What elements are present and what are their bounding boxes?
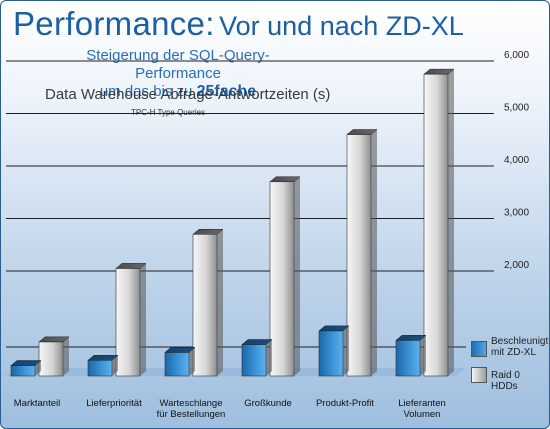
bar-zdxl-side xyxy=(420,335,426,376)
bar-zdxl-side xyxy=(189,347,195,376)
y-tick-label: 2,000 xyxy=(504,260,529,271)
title-sub: Vor und nach ZD-XL xyxy=(219,11,464,41)
bar-zdxl xyxy=(241,339,273,377)
bar-zdxl-front xyxy=(10,365,36,377)
bar-zdxl-front xyxy=(87,359,113,377)
bar-raid-front xyxy=(192,233,218,377)
subtitle-line2: um das bis zu 25fache xyxy=(53,83,303,101)
bar-zdxl-top xyxy=(241,339,273,345)
y-tick-label: 3,000 xyxy=(504,208,529,219)
title-main: Performance: xyxy=(13,5,215,42)
bar-zdxl-front xyxy=(395,339,421,377)
bar-zdxl-side xyxy=(112,355,118,376)
bar-zdxl-side xyxy=(266,339,272,376)
bar-raid xyxy=(38,336,70,377)
bar-raid xyxy=(192,229,224,377)
bar-zdxl-front xyxy=(318,330,344,377)
subtitle-line2-prefix: um das bis zu xyxy=(99,83,193,100)
legend-zdxl-line1: Beschleunigt xyxy=(491,336,549,347)
bar-zdxl-top xyxy=(164,347,196,353)
bar-zdxl-top xyxy=(10,360,42,366)
bar-zdxl xyxy=(164,347,196,377)
bar-zdxl-top xyxy=(395,335,427,341)
chart-title: Performance: Vor und nach ZD-XL xyxy=(13,5,464,43)
bar-raid xyxy=(346,129,378,377)
x-tick-label: für Bestellungen xyxy=(157,409,226,420)
bar-raid-front xyxy=(346,134,372,377)
bar-raid xyxy=(423,68,455,377)
legend-swatch-raid xyxy=(471,367,487,383)
legend-label-zdxl: Beschleunigt mit ZD-XL xyxy=(491,336,548,358)
bar-zdxl xyxy=(87,355,119,377)
bar-zdxl xyxy=(10,360,42,377)
chart-caption: Data Warehouse Abfrage-Antwortzeiten (s) xyxy=(45,86,331,103)
bar-raid xyxy=(269,176,301,377)
bar-zdxl-side xyxy=(343,325,349,376)
bar-raid-top xyxy=(38,336,70,343)
chart-note: TPC-H Type Queries xyxy=(131,108,206,117)
legend-zdxl-line2: mit ZD-XL xyxy=(491,347,536,358)
bar-raid-side xyxy=(371,129,377,376)
x-tick-label: Lieferpriorität xyxy=(86,398,142,409)
bar-raid-side xyxy=(448,69,454,376)
bar-raid-side xyxy=(63,336,69,376)
bar-raid-front xyxy=(423,73,449,377)
x-tick-label: Lieferanten xyxy=(398,398,446,409)
bar-raid-side xyxy=(217,229,223,376)
bar-zdxl xyxy=(318,325,350,377)
bar-raid-front xyxy=(38,341,64,377)
legend-label-raid: Raid 0 HDDs xyxy=(491,370,520,392)
y-tick-label: 6,000 xyxy=(504,50,529,61)
bar-zdxl xyxy=(395,335,427,377)
x-tick-label: Produkt-Profit xyxy=(316,398,374,409)
bar-raid-top xyxy=(192,229,224,235)
bar-zdxl-top xyxy=(318,325,350,332)
subtitle-emphasis: 25fache xyxy=(196,83,257,100)
bar-raid-top xyxy=(115,263,147,269)
chart-subtitle: Steigerung der SQL-Query-Performance um … xyxy=(53,47,303,101)
x-tick-label: Warteschlange xyxy=(159,398,222,409)
bar-raid-top xyxy=(346,129,378,135)
y-tick-label: 4,000 xyxy=(504,155,529,166)
bar-raid-side xyxy=(140,263,146,376)
bar-zdxl-top xyxy=(87,355,119,361)
bar-raid-front xyxy=(115,268,141,377)
y-tick-label: 5,000 xyxy=(504,103,529,114)
x-tick-label: Marktanteil xyxy=(14,398,60,409)
bar-raid-top xyxy=(269,176,301,182)
legend-swatch-zdxl xyxy=(471,341,487,357)
bar-raid-side xyxy=(294,176,300,376)
subtitle-line1: Steigerung der SQL-Query-Performance xyxy=(86,47,270,82)
bar-zdxl-front xyxy=(241,344,267,377)
bar-zdxl-front xyxy=(164,352,190,377)
bar-raid xyxy=(115,263,147,377)
x-tick-label: Großkunde xyxy=(244,398,292,409)
bar-raid-front xyxy=(269,181,295,377)
x-tick-label: Volumen xyxy=(404,409,441,420)
bar-raid-top xyxy=(423,68,455,75)
